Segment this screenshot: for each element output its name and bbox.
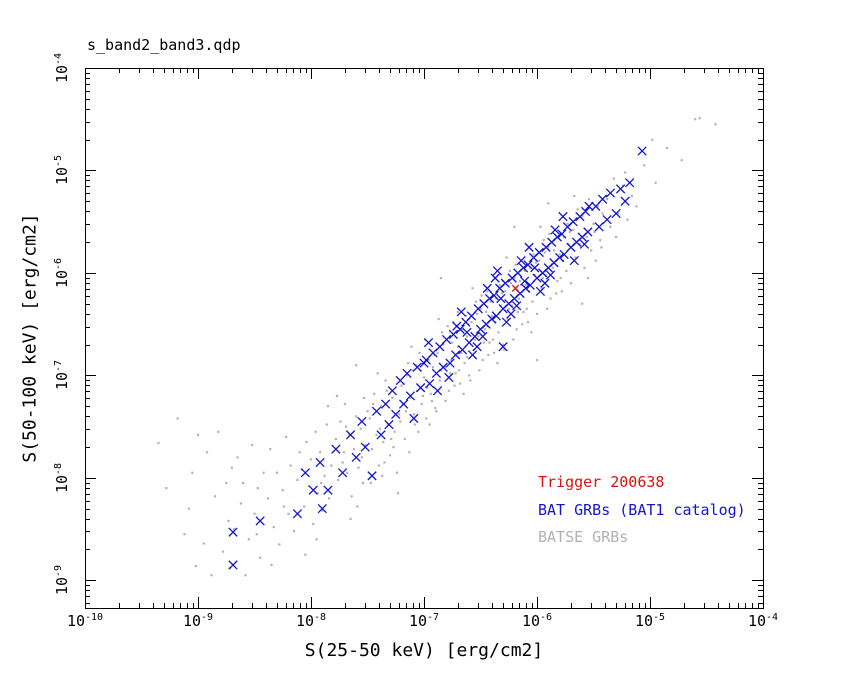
y-tick-label: 10-8 xyxy=(53,462,71,493)
x-tick-label: 10-9 xyxy=(182,612,214,630)
series-trigger-200638 xyxy=(511,284,520,292)
legend: Trigger 200638 BAT GRBs (BAT1 catalog) B… xyxy=(538,469,746,552)
y-tick-label: 10-7 xyxy=(53,360,71,391)
legend-item-batse-grbs: BATSE GRBs xyxy=(538,528,629,546)
y-tick-label: 10-4 xyxy=(53,52,71,84)
y-tick-label: 10-9 xyxy=(53,565,71,596)
plot-title: s_band2_band3.qdp xyxy=(87,36,241,54)
series-batse-grbs xyxy=(157,117,717,577)
x-tick-label: 10-7 xyxy=(408,612,440,630)
y-axis-label: S(50-100 keV) [erg/cm2] xyxy=(19,213,41,463)
x-tick-label: 10-5 xyxy=(634,612,666,630)
x-tick-label: 10-10 xyxy=(66,612,104,630)
axis-ticks xyxy=(85,68,764,608)
x-tick-label: 10-8 xyxy=(295,612,327,630)
legend-item-trigger: Trigger 200638 xyxy=(538,473,665,491)
y-tick-label: 10-6 xyxy=(53,257,71,288)
series-bat-grbs-bat1-catalog xyxy=(228,146,647,570)
y-tick-label: 10-5 xyxy=(53,155,71,186)
x-tick-label: 10-6 xyxy=(521,612,553,630)
x-tick-label: 10-4 xyxy=(747,612,779,630)
x-axis-label: S(25-50 keV) [erg/cm2] xyxy=(304,640,544,661)
legend-item-bat-grbs: BAT GRBs (BAT1 catalog) xyxy=(538,500,746,519)
